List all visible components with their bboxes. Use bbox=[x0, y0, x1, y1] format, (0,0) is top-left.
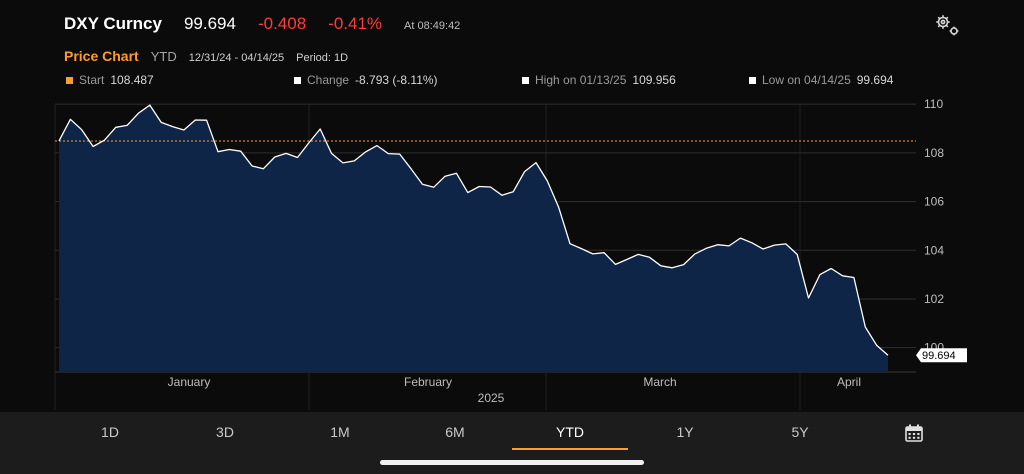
y-tick-label: 110 bbox=[924, 97, 943, 111]
quote-header: DXY Curncy 99.694 -0.408 -0.41% At 08:49… bbox=[64, 14, 460, 38]
chart-subheader: Price Chart YTD 12/31/24 - 04/14/25 Peri… bbox=[64, 48, 348, 64]
low-marker-icon bbox=[749, 76, 756, 84]
y-tick-label: 106 bbox=[924, 195, 944, 209]
x-tick-label: February bbox=[404, 375, 452, 389]
tab-1m[interactable]: 1M bbox=[330, 424, 350, 440]
stat-start: Start 108.487 bbox=[66, 73, 154, 87]
quote-timestamp: At 08:49:42 bbox=[404, 20, 461, 32]
date-range: 12/31/24 - 04/14/25 bbox=[188, 52, 285, 64]
stat-change-label: Change bbox=[307, 73, 350, 87]
tab-3d[interactable]: 3D bbox=[216, 424, 234, 440]
chart-period[interactable]: YTD bbox=[150, 49, 177, 64]
stat-change-value: -8.793 (-8.11%) bbox=[355, 73, 438, 87]
price-area-fill bbox=[59, 105, 888, 372]
high-marker-icon bbox=[522, 76, 529, 84]
y-tick-label: 108 bbox=[924, 146, 944, 160]
ticker-symbol: DXY Curncy bbox=[64, 14, 162, 33]
active-tab-underline bbox=[512, 448, 628, 450]
tab-ytd[interactable]: YTD bbox=[556, 424, 584, 440]
gear-icon[interactable] bbox=[933, 12, 961, 38]
net-change: -0.408 bbox=[257, 14, 307, 33]
price-line bbox=[58, 104, 889, 356]
y-tick-label: 102 bbox=[924, 292, 944, 306]
y-tick-label: 104 bbox=[924, 243, 944, 257]
stat-start-value: 108.487 bbox=[110, 73, 154, 87]
stat-low: Low on 04/14/25 99.694 bbox=[749, 73, 893, 87]
chart-title: Price Chart bbox=[64, 48, 139, 64]
percent-change: -0.41% bbox=[328, 14, 383, 33]
tab-6m[interactable]: 6M bbox=[445, 424, 465, 440]
last-price: 99.694 bbox=[183, 14, 236, 33]
start-marker-icon bbox=[66, 76, 73, 84]
tab-1y[interactable]: 1Y bbox=[676, 424, 694, 440]
x-tick-label: April bbox=[837, 375, 861, 389]
x-tick-label: January bbox=[168, 375, 211, 389]
x-tick-label: March bbox=[643, 375, 676, 389]
year-label: 2025 bbox=[478, 391, 505, 405]
stat-high-label: High on 01/13/25 bbox=[535, 73, 627, 87]
stats-row: Start 108.487 Change -8.793 (-8.11%) Hig… bbox=[0, 73, 1024, 89]
stat-start-label: Start bbox=[79, 73, 105, 87]
tab-5y[interactable]: 5Y bbox=[791, 424, 809, 440]
stat-low-value: 99.694 bbox=[856, 73, 894, 87]
last-price-label-text: 99.694 bbox=[922, 350, 956, 362]
stat-high: High on 01/13/25 109.956 bbox=[522, 73, 676, 87]
period-detail: Period: 1D bbox=[296, 52, 349, 64]
tab-1d[interactable]: 1D bbox=[101, 424, 119, 440]
calendar-icon[interactable] bbox=[905, 424, 923, 442]
stat-high-value: 109.956 bbox=[632, 73, 676, 87]
stat-change: Change -8.793 (-8.11%) bbox=[294, 73, 438, 87]
home-indicator[interactable] bbox=[380, 460, 644, 465]
change-marker-icon bbox=[294, 76, 301, 84]
last-price-label: 99.694 bbox=[916, 348, 967, 363]
stat-low-label: Low on 04/14/25 bbox=[762, 73, 851, 87]
